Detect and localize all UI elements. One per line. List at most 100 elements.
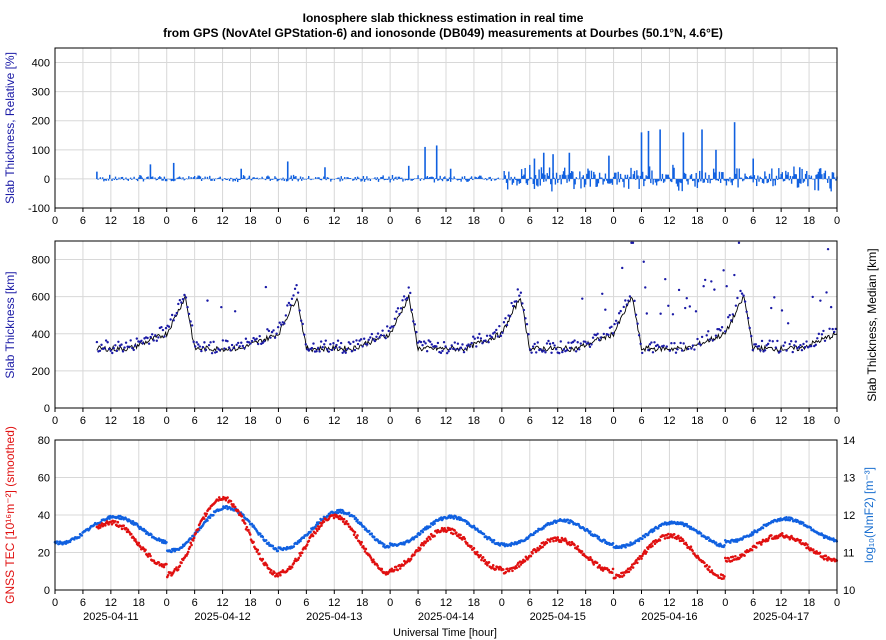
slab-point bbox=[622, 305, 625, 309]
slab-point bbox=[200, 349, 203, 353]
y2-tick-label: 14 bbox=[843, 435, 855, 447]
nmf2-point bbox=[809, 526, 813, 529]
tec-point bbox=[499, 566, 503, 569]
tec-point bbox=[144, 548, 147, 552]
slab-point bbox=[607, 333, 610, 337]
slab-point bbox=[746, 316, 750, 320]
slab-point bbox=[699, 343, 702, 347]
x-tick-label: 6 bbox=[192, 215, 198, 227]
tec-point bbox=[353, 530, 357, 534]
slab-point bbox=[811, 295, 814, 299]
x-tick-label: 6 bbox=[303, 415, 309, 427]
slab-point bbox=[353, 348, 357, 352]
tec-point bbox=[279, 573, 282, 577]
tec-point bbox=[553, 536, 557, 539]
tec-point bbox=[103, 524, 107, 527]
nmf2-point bbox=[452, 517, 456, 520]
x-tick-label: 6 bbox=[303, 597, 309, 609]
x-tick-label: 0 bbox=[275, 597, 281, 609]
slab-point bbox=[679, 341, 682, 345]
slab-point bbox=[488, 334, 492, 337]
x-tick-label: 18 bbox=[803, 215, 815, 227]
tec-point bbox=[98, 526, 102, 529]
slab-point bbox=[472, 335, 475, 338]
tec-point bbox=[394, 565, 398, 569]
slab-point bbox=[789, 339, 793, 343]
slab-point bbox=[198, 345, 202, 348]
slab-point bbox=[584, 340, 587, 344]
tec-point bbox=[707, 568, 710, 572]
tec-point bbox=[146, 555, 150, 558]
slab-point bbox=[690, 347, 693, 350]
slab-point bbox=[396, 307, 400, 310]
slab-point bbox=[362, 337, 366, 340]
tec-point bbox=[157, 561, 161, 564]
tec-point bbox=[541, 545, 544, 549]
slab-point bbox=[413, 323, 417, 326]
slab-point bbox=[720, 326, 724, 329]
slab-point bbox=[263, 340, 266, 343]
slab-point bbox=[568, 346, 572, 350]
x-tick-label: 12 bbox=[216, 415, 228, 427]
slab-point bbox=[682, 342, 685, 345]
slab-point bbox=[581, 297, 584, 300]
tec-point bbox=[261, 557, 265, 561]
y-tick-label: 0 bbox=[44, 585, 50, 597]
slab-point bbox=[98, 349, 102, 352]
slab-point bbox=[121, 350, 125, 353]
tec-point bbox=[614, 576, 617, 579]
slab-point bbox=[295, 283, 298, 287]
slab-point bbox=[318, 350, 321, 353]
y-tick-label: 300 bbox=[32, 87, 50, 99]
tec-point bbox=[776, 536, 780, 539]
slab-point bbox=[521, 302, 524, 305]
relative-ylabel: Slab Thickness, Relative [%] bbox=[3, 52, 17, 204]
tec-point bbox=[472, 546, 476, 550]
y-tick-label: 20 bbox=[38, 548, 50, 560]
x-tick-label: 0 bbox=[387, 597, 393, 609]
tec-point bbox=[629, 568, 632, 571]
x-tick-label: 0 bbox=[52, 215, 58, 227]
slab-point bbox=[261, 341, 264, 345]
slab-point bbox=[220, 305, 223, 309]
tec-point bbox=[576, 545, 580, 548]
slab-point bbox=[533, 342, 536, 346]
slab-point bbox=[776, 339, 779, 343]
slab-point bbox=[662, 344, 665, 348]
slab-point bbox=[745, 310, 748, 314]
x-tick-label: 0 bbox=[722, 597, 728, 609]
slab-point bbox=[596, 332, 599, 335]
tec-point bbox=[580, 550, 584, 553]
slab-point bbox=[644, 286, 647, 289]
x-tick-label: 0 bbox=[164, 597, 170, 609]
slab-point bbox=[197, 343, 200, 346]
slab-point bbox=[141, 342, 145, 345]
tec-point bbox=[531, 552, 534, 555]
tec-point bbox=[519, 563, 523, 566]
slab-point bbox=[243, 346, 246, 350]
nmf2-point bbox=[566, 518, 570, 522]
nmf2-point bbox=[372, 535, 376, 539]
slab-point bbox=[826, 247, 830, 251]
nmf2-point bbox=[685, 522, 689, 526]
tec-point bbox=[208, 507, 212, 510]
tec-point bbox=[650, 542, 653, 545]
slab-point bbox=[186, 305, 189, 309]
relative-bars bbox=[96, 122, 838, 192]
slab-point bbox=[631, 241, 635, 245]
nmf2-point bbox=[723, 543, 726, 547]
tec-point bbox=[398, 567, 402, 570]
slab-point bbox=[524, 317, 527, 320]
tec-point bbox=[641, 554, 644, 558]
x-tick-label: 18 bbox=[803, 597, 815, 609]
slab-point bbox=[731, 313, 735, 316]
slab-point bbox=[436, 341, 440, 345]
slab-point bbox=[645, 312, 649, 315]
tec-point bbox=[265, 564, 269, 567]
slab-point bbox=[114, 344, 117, 347]
slab-point bbox=[750, 334, 753, 338]
slab-point bbox=[685, 297, 688, 300]
tec-point bbox=[205, 512, 208, 516]
x-tick-label: 12 bbox=[775, 415, 787, 427]
